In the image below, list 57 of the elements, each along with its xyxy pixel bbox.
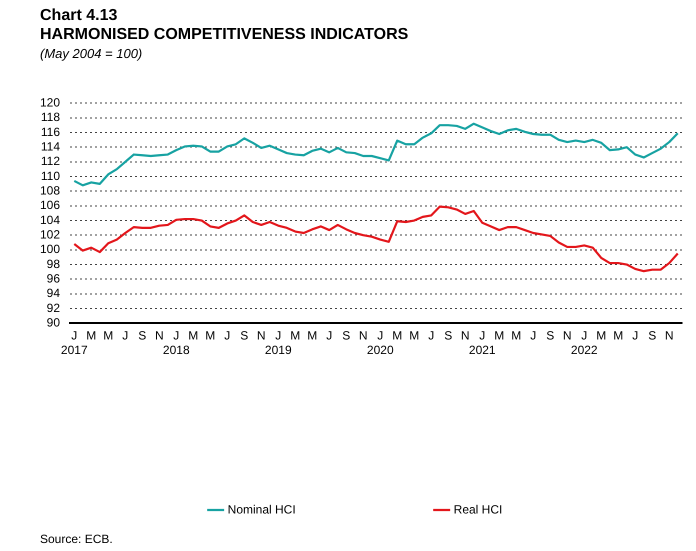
x-tick-label: M	[596, 328, 606, 343]
x-tick-label: N	[460, 328, 470, 343]
x-tick-label: S	[444, 328, 452, 343]
x-tick-label: N	[358, 328, 368, 343]
x-tick-label: M	[511, 328, 522, 343]
chart-subtitle: (May 2004 = 100)	[40, 46, 142, 61]
x-tick-label: J	[530, 328, 536, 343]
y-tick-label: 100	[40, 242, 60, 256]
y-tick-label: 106	[40, 198, 60, 212]
x-tick-label: M	[103, 328, 114, 343]
y-tick-label: 92	[46, 300, 60, 315]
x-tick-label: M	[307, 328, 318, 343]
x-tick-label: M	[290, 328, 300, 343]
x-tick-label: N	[562, 328, 572, 343]
x-tick-label: J 2021	[468, 328, 496, 358]
y-tick-label: 90	[46, 316, 60, 330]
x-tick-label: S	[648, 328, 656, 343]
y-tick-label: 110	[40, 168, 60, 183]
x-tick-label: J 2018	[162, 328, 190, 358]
x-tick-label: M	[409, 328, 420, 343]
y-tick-label: 120	[40, 96, 60, 110]
x-tick-label: M	[205, 328, 216, 343]
legend-label: Nominal HCI	[228, 502, 296, 516]
x-tick-label: J 2020	[366, 328, 394, 358]
x-tick-label: N	[154, 328, 164, 343]
x-tick-label: J	[224, 328, 230, 343]
x-tick-label: J	[632, 328, 638, 343]
y-tick-label: 98	[46, 256, 60, 271]
x-tick-label: S	[342, 328, 350, 343]
x-tick-label: M	[392, 328, 402, 343]
x-tick-label: J 2017	[60, 328, 88, 358]
y-tick-label: 102	[40, 228, 60, 242]
x-tick-label: M	[494, 328, 504, 343]
y-tick-label: 118	[40, 110, 60, 124]
x-tick-label: J	[428, 328, 434, 343]
x-tick-label: J	[122, 328, 128, 343]
x-tick-label: J 2022	[570, 328, 598, 358]
legend-label: Real HCI	[454, 502, 502, 516]
x-tick-label: M	[613, 328, 624, 343]
x-tick-label: S	[138, 328, 146, 343]
y-tick-label: 114	[40, 140, 60, 154]
y-tick-label: 108	[40, 184, 60, 198]
chart-title: Chart 4.13 HARMONISED COMPETITIVENESS INDICATORS	[40, 6, 408, 44]
y-tick-label: 94	[46, 286, 60, 300]
y-tick-label: 116	[40, 124, 60, 139]
source-note: Source: ECB.	[40, 532, 113, 546]
x-tick-label: S	[546, 328, 554, 343]
x-tick-label: J 2019	[264, 328, 292, 358]
x-tick-label: S	[240, 328, 248, 343]
x-tick-label: M	[188, 328, 198, 343]
x-tick-label: J	[326, 328, 332, 343]
x-tick-label: N	[256, 328, 266, 343]
y-tick-label: 96	[46, 272, 60, 286]
x-tick-label: N	[664, 328, 674, 343]
x-tick-label: M	[86, 328, 96, 343]
y-tick-label: 104	[40, 212, 60, 227]
y-tick-label: 112	[40, 154, 60, 168]
